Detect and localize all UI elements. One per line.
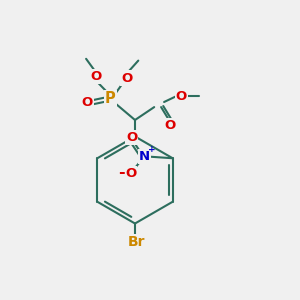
Text: Br: Br [128,235,145,249]
Text: O: O [125,167,136,180]
Text: O: O [82,96,93,109]
Text: O: O [90,70,102,83]
Text: O: O [164,119,176,132]
Text: O: O [176,89,187,103]
Text: P: P [105,91,116,106]
Text: O: O [126,131,137,144]
Text: O: O [121,71,133,85]
Text: N: N [139,150,150,163]
Text: -: - [118,165,124,180]
Text: +: + [148,145,155,154]
